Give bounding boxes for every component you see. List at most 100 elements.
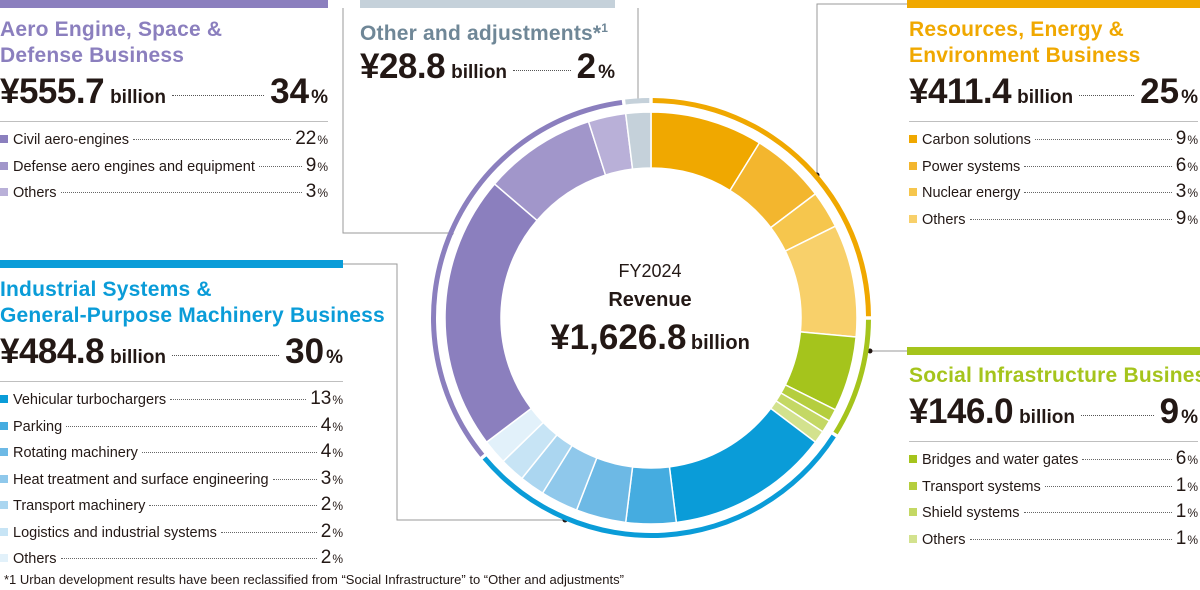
item-label: Nuclear energy [922, 185, 1021, 201]
item-label: Shield systems [922, 505, 1020, 521]
other-amount-row: ¥28.8 billion 2 % [360, 47, 615, 87]
item-label: Parking [13, 418, 63, 435]
other-title: Other and adjustments*1 [360, 15, 608, 47]
aero-dots [172, 95, 265, 96]
donut-center-label: FY2024 Revenue ¥1,626.8 billion [470, 258, 830, 367]
aero-title: Aero Engine, Space & Defense Business [0, 17, 222, 69]
list-item: Carbon solutions 9% [909, 128, 1198, 155]
list-item: Nuclear energy 3% [909, 181, 1198, 208]
item-percent-symbol: % [1187, 159, 1198, 174]
other-title-sup: 1 [601, 21, 609, 35]
item-value: 9 [1175, 207, 1187, 229]
item-percent-symbol: % [332, 472, 343, 487]
item-percent-symbol: % [317, 186, 328, 200]
other-pct-symbol: % [598, 62, 615, 83]
item-value: 22 [295, 128, 317, 149]
other-color-bar [360, 0, 615, 8]
item-percent-symbol: % [1187, 532, 1198, 547]
list-item: Vehicular turbochargers 13% [0, 388, 343, 415]
legend-swatch [0, 161, 8, 170]
social-pct: 9 [1159, 392, 1180, 431]
item-percent-symbol: % [332, 419, 343, 434]
list-item: Transport machinery 2% [0, 494, 343, 521]
legend-swatch [0, 501, 8, 509]
item-value: 4 [320, 441, 332, 462]
industrial-pct: 30 [285, 332, 325, 371]
resources-pct: 25 [1140, 72, 1180, 111]
legend-swatch [909, 481, 917, 490]
item-percent-symbol: % [1187, 133, 1198, 147]
resources-dots [1079, 95, 1135, 96]
social-unit: billion [1019, 407, 1075, 428]
item-value: 4 [320, 414, 332, 436]
industrial-title-line1: Industrial Systems & [0, 278, 212, 301]
item-label: Heat treatment and surface engineering [13, 471, 269, 488]
item-label: Others [13, 551, 57, 567]
item-percent-symbol: % [1187, 479, 1198, 494]
aero-item-list: Civil aero-engines 22% Defense aero engine… [0, 128, 328, 208]
leader-dots [1024, 165, 1172, 167]
aero-amount-row: ¥555.7 billion 34 % [0, 72, 328, 112]
industrial-divider [0, 381, 343, 382]
list-item: Others 9% [909, 208, 1198, 235]
aero-unit: billion [110, 87, 166, 108]
list-item: Others 3% [0, 181, 328, 208]
leader-dots [141, 452, 317, 453]
legend-swatch [909, 534, 917, 543]
aero-divider [0, 121, 328, 122]
item-value: 1 [1175, 527, 1187, 549]
outer-ring [431, 98, 871, 538]
leader-dots [969, 218, 1172, 220]
leader-dots [60, 192, 302, 193]
leader-line-aero [342, 8, 451, 234]
industrial-pct-symbol: % [326, 347, 343, 368]
leader-dots [133, 139, 292, 140]
leader-dots [272, 478, 317, 480]
fiscal-year-label: FY2024 [618, 261, 682, 281]
list-item: Bridges and water gates 6% [909, 448, 1198, 475]
aero-amount: ¥555.7 [0, 72, 105, 111]
industrial-title-line2: General-Purpose Machinery Business [0, 304, 385, 327]
legend-swatch [909, 161, 917, 170]
item-percent-symbol: % [1187, 212, 1198, 227]
item-value: 2 [320, 520, 332, 542]
item-label: Transport machinery [13, 498, 146, 514]
list-item: Transport systems 1% [909, 475, 1198, 502]
item-value: 6 [1175, 448, 1187, 469]
item-value: 6 [1175, 154, 1187, 176]
social-amount-row: ¥146.0 billion 9 % [909, 392, 1198, 432]
other-pct: 2 [576, 47, 597, 86]
social-item-list: Bridges and water gates 6% Transport syste… [909, 448, 1198, 554]
legend-swatch [909, 135, 917, 143]
legend-swatch [909, 188, 917, 196]
leader-dots [60, 558, 317, 559]
resources-unit: billion [1017, 87, 1074, 108]
donut-segment-8 [668, 407, 817, 524]
resources-title: Resources, Energy & Environment Business [909, 17, 1141, 69]
item-percent-symbol: % [1187, 506, 1198, 520]
legend-swatch [0, 421, 8, 430]
list-item: Others 2% [0, 547, 343, 574]
item-label: Bridges and water gates [922, 452, 1079, 468]
aero-title-line1: Aero Engine, Space & [0, 18, 223, 41]
item-label: Others [922, 531, 966, 548]
leader-dots [969, 538, 1172, 540]
donut-segment-9 [624, 466, 678, 525]
item-percent-symbol: % [332, 499, 343, 513]
item-value: 3 [305, 181, 317, 202]
social-divider [909, 441, 1198, 442]
item-label: Power systems [922, 158, 1021, 175]
legend-swatch [909, 508, 917, 516]
other-unit: billion [451, 62, 508, 83]
social-dots [1081, 415, 1154, 416]
item-value: 3 [1175, 181, 1187, 202]
leader-dots [1034, 139, 1172, 140]
inner-ring [444, 111, 858, 525]
item-value: 2 [320, 494, 332, 515]
revenue-total-amount: ¥1,626.8 [550, 318, 687, 357]
leader-dot-social [867, 348, 873, 354]
industrial-item-list: Vehicular turbochargers 13% Parking 4% Rotat… [0, 388, 343, 574]
footnote: *1 Urban development results have been r… [4, 572, 624, 587]
resources-amount: ¥411.4 [909, 72, 1012, 111]
industrial-title: Industrial Systems & General-Purpose Mac… [0, 277, 385, 329]
